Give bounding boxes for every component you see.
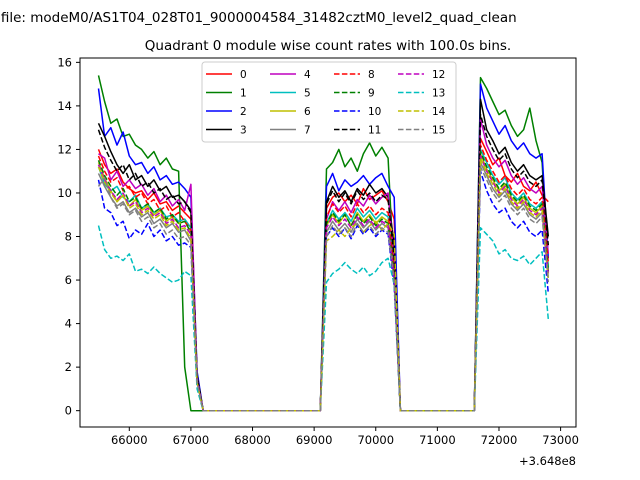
y-tick-label-12: 12 [57,142,72,156]
x-tick-label-67000: 67000 [173,433,210,447]
series-line-13 [97,225,550,412]
legend-label-12: 12 [432,69,445,81]
legend-label-10: 10 [368,106,381,118]
x-tick-label-70000: 70000 [357,433,394,447]
series-line-3 [97,98,550,412]
legend-label-14: 14 [432,106,446,118]
legend-label-8: 8 [368,69,375,81]
x-tick-label-68000: 68000 [234,433,271,447]
legend-label-9: 9 [368,88,375,100]
y-tick-label-16: 16 [57,55,72,69]
y-tick-label-14: 14 [57,99,72,113]
legend-label-4: 4 [304,69,311,81]
x-tick-label-73000: 73000 [542,433,579,447]
x-tick-label-72000: 72000 [481,433,518,447]
legend-label-13: 13 [432,88,445,100]
x-tick-label-69000: 69000 [296,433,333,447]
y-tick-label-4: 4 [65,317,72,331]
series-line-5 [97,148,550,412]
x-tick-label-71000: 71000 [419,433,456,447]
series-line-11 [97,113,550,412]
figure-suptitle: h file: modeM0/AS1T04_028T01_9000004584_… [0,10,517,26]
legend-label-2: 2 [240,106,247,118]
series-line-7 [97,161,550,412]
y-tick-label-2: 2 [65,360,72,374]
x-offset-label: +3.648e8 [519,454,576,468]
y-tick-label-8: 8 [65,230,72,244]
legend-label-0: 0 [240,69,247,81]
series-line-2 [97,83,550,412]
chart-title: Quadrant 0 module wise count rates with … [145,38,511,54]
series-line-4 [98,118,550,412]
axes-frame [79,57,577,428]
x-tick-label-66000: 66000 [111,433,148,447]
legend-label-7: 7 [304,125,311,137]
y-tick-label-0: 0 [65,404,72,418]
y-tick-label-10: 10 [57,186,72,200]
series-line-9 [97,150,550,412]
legend-box [201,61,457,143]
y-tick-label-6: 6 [65,273,72,287]
series-line-1 [97,75,550,412]
legend-label-5: 5 [304,88,311,100]
plot-area: 66000 67000 68000 69000 70000 71000 72000 73000… [57,55,579,447]
series-line-8 [97,144,550,412]
series-line-14 [97,157,550,412]
legend-label-3: 3 [240,125,247,137]
series-line-15 [97,166,550,412]
legend-label-15: 15 [432,125,445,137]
legend-label-6: 6 [304,106,311,118]
legend-label-11: 11 [368,125,381,137]
series-line-12 [97,155,550,412]
series-line-10 [97,170,550,412]
legend-label-1: 1 [240,88,247,100]
